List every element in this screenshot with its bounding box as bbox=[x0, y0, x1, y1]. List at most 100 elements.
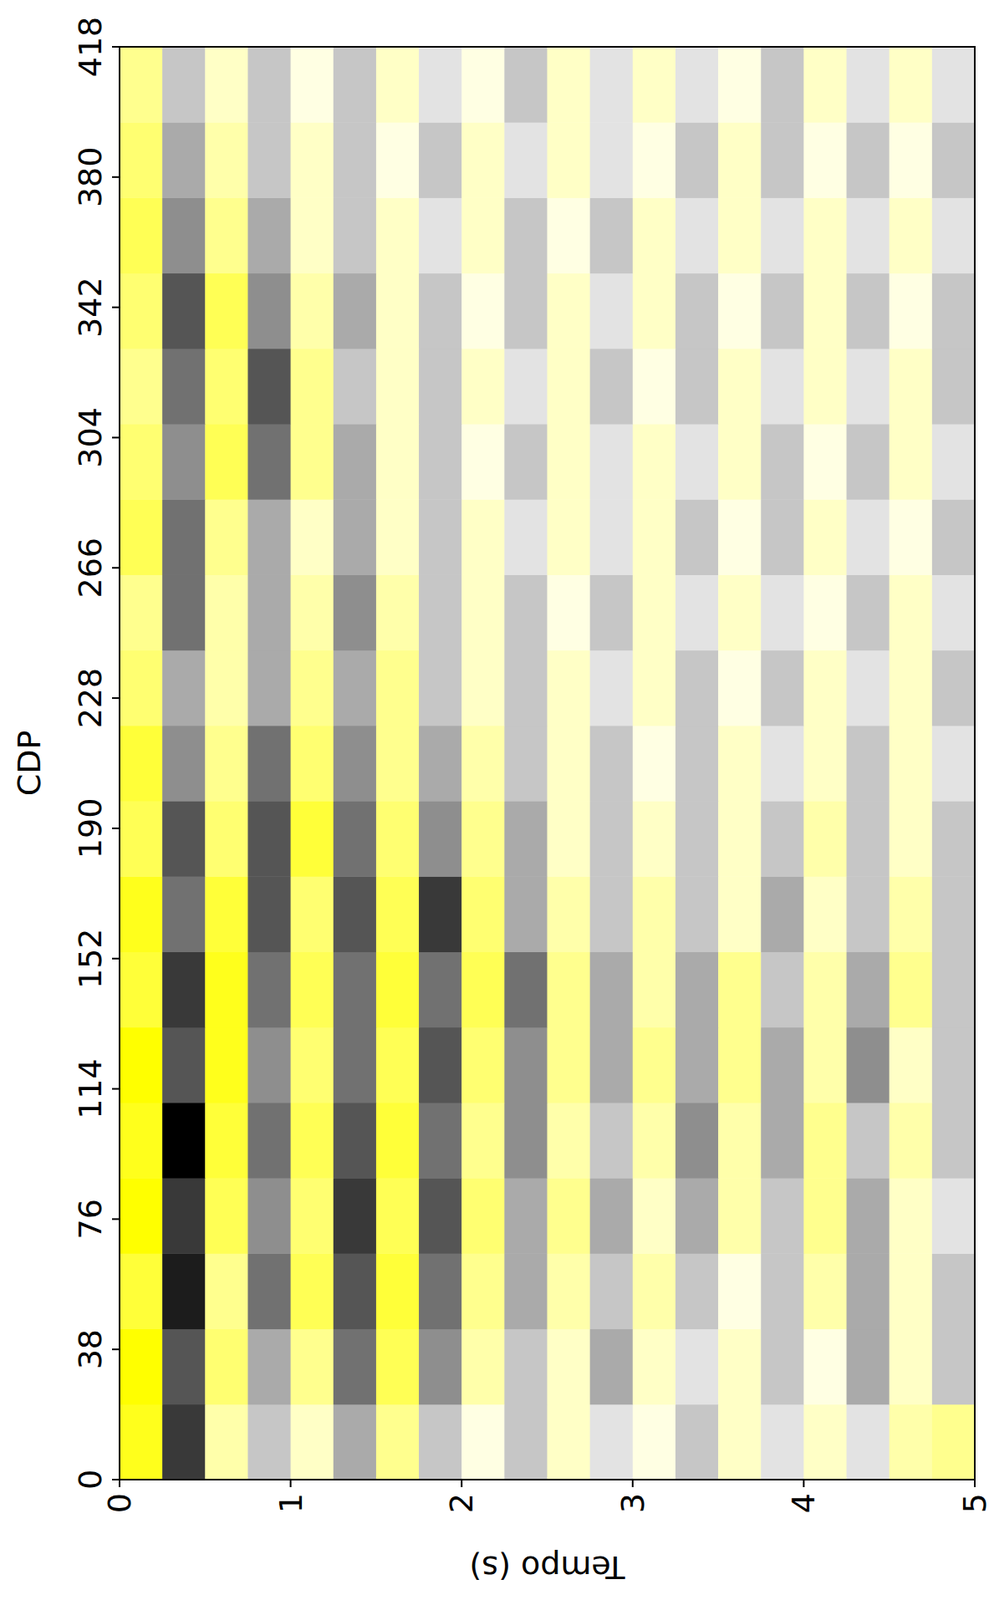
cell bbox=[418, 574, 463, 651]
cell bbox=[889, 197, 933, 274]
cell bbox=[889, 952, 933, 1029]
cell bbox=[632, 1177, 677, 1254]
cell bbox=[547, 197, 592, 274]
cell bbox=[461, 1027, 505, 1104]
cell bbox=[675, 273, 719, 350]
cell bbox=[675, 574, 719, 651]
cell bbox=[504, 876, 548, 953]
cell bbox=[504, 197, 548, 274]
cell bbox=[461, 650, 505, 727]
cell bbox=[547, 725, 592, 802]
cell bbox=[504, 423, 548, 500]
x-tick-label: 2 bbox=[443, 1493, 480, 1514]
cell bbox=[204, 499, 249, 576]
cell bbox=[889, 876, 933, 953]
cell bbox=[204, 1177, 249, 1254]
cell bbox=[632, 574, 677, 651]
cell bbox=[846, 197, 891, 274]
cell bbox=[119, 725, 164, 802]
cell bbox=[290, 273, 335, 350]
cell bbox=[290, 1404, 335, 1480]
cell bbox=[632, 348, 677, 425]
cell bbox=[547, 348, 592, 425]
cell bbox=[675, 800, 719, 877]
cell bbox=[162, 725, 206, 802]
cell bbox=[846, 348, 891, 425]
cell bbox=[889, 1102, 933, 1179]
cell bbox=[119, 650, 164, 727]
cell bbox=[247, 952, 291, 1029]
cell bbox=[675, 1102, 719, 1179]
cell bbox=[590, 1404, 634, 1480]
cell bbox=[204, 876, 249, 953]
cell bbox=[846, 1027, 891, 1104]
cell bbox=[204, 273, 249, 350]
cell bbox=[846, 800, 891, 877]
cell bbox=[119, 876, 164, 953]
cell bbox=[376, 46, 420, 123]
cell bbox=[547, 273, 592, 350]
x-tick-label: 5 bbox=[956, 1493, 994, 1514]
cell bbox=[461, 348, 505, 425]
cell bbox=[376, 197, 420, 274]
cell bbox=[547, 876, 592, 953]
cell bbox=[119, 800, 164, 877]
cell bbox=[632, 197, 677, 274]
cell bbox=[846, 499, 891, 576]
cell bbox=[547, 1329, 592, 1406]
cell bbox=[932, 499, 975, 576]
cell bbox=[418, 348, 463, 425]
cell bbox=[803, 348, 847, 425]
cell bbox=[204, 197, 249, 274]
cell bbox=[547, 499, 592, 576]
cell bbox=[675, 650, 719, 727]
cell bbox=[675, 876, 719, 953]
x-tick-label: 4 bbox=[785, 1493, 822, 1514]
cell bbox=[760, 1329, 805, 1406]
cell bbox=[889, 725, 933, 802]
cell bbox=[247, 348, 291, 425]
cell bbox=[333, 650, 378, 727]
cell bbox=[932, 876, 975, 953]
y-tick bbox=[112, 958, 120, 960]
cell bbox=[803, 876, 847, 953]
cell bbox=[590, 273, 634, 350]
cell bbox=[204, 1253, 249, 1330]
cell bbox=[932, 1177, 975, 1254]
cell bbox=[932, 1102, 975, 1179]
cell bbox=[760, 650, 805, 727]
cell bbox=[162, 876, 206, 953]
cell bbox=[547, 1177, 592, 1254]
cell bbox=[889, 46, 933, 123]
x-tick bbox=[290, 1479, 292, 1488]
cell bbox=[846, 273, 891, 350]
cell bbox=[632, 423, 677, 500]
cell bbox=[889, 348, 933, 425]
cell bbox=[932, 1404, 975, 1480]
cell bbox=[119, 46, 164, 123]
cell bbox=[590, 800, 634, 877]
cell bbox=[803, 1102, 847, 1179]
cell bbox=[290, 952, 335, 1029]
cell bbox=[632, 725, 677, 802]
cell bbox=[932, 423, 975, 500]
cell bbox=[547, 46, 592, 123]
cell bbox=[418, 1027, 463, 1104]
x-tick bbox=[973, 1479, 976, 1488]
cell bbox=[718, 499, 762, 576]
cell bbox=[889, 273, 933, 350]
cell bbox=[504, 725, 548, 802]
cell bbox=[376, 1253, 420, 1330]
cell bbox=[461, 952, 505, 1029]
cell bbox=[760, 197, 805, 274]
cell bbox=[718, 952, 762, 1029]
cell bbox=[119, 1329, 164, 1406]
cell bbox=[675, 1404, 719, 1480]
cell bbox=[760, 122, 805, 199]
cell bbox=[119, 1027, 164, 1104]
cell bbox=[504, 650, 548, 727]
y-tick-label: 38 bbox=[71, 1329, 109, 1370]
cell bbox=[846, 952, 891, 1029]
cell bbox=[760, 1102, 805, 1179]
cell bbox=[504, 1177, 548, 1254]
